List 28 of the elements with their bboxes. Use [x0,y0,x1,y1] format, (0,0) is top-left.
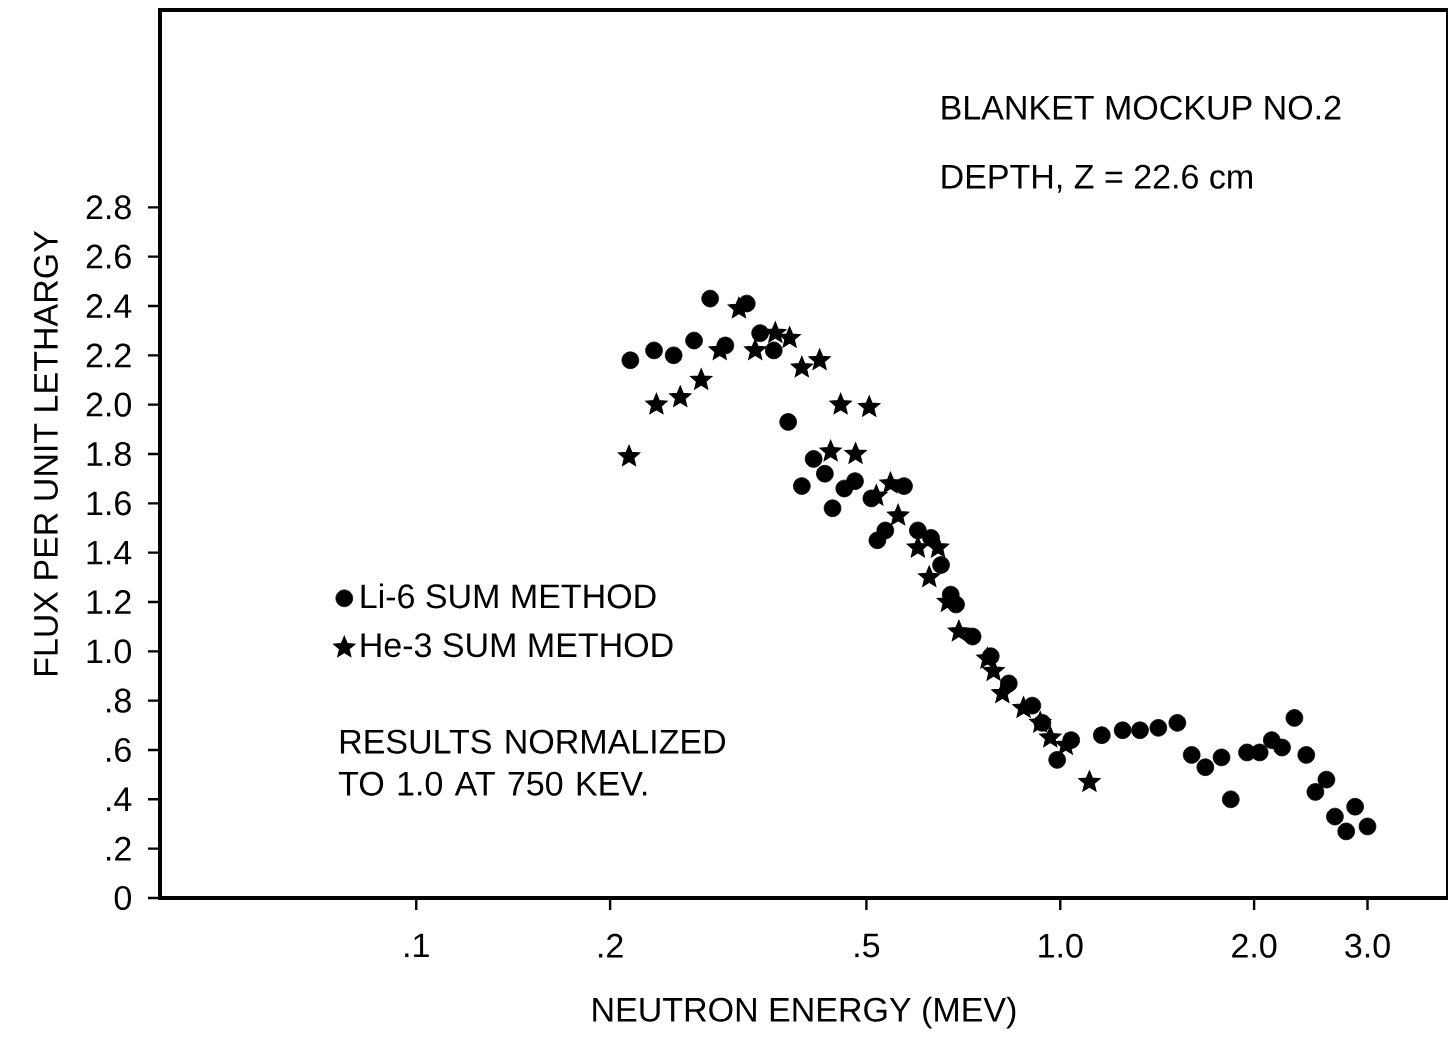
annotation: DEPTH, Z = 22.6 cm [942,164,1252,193]
x-tick-label: 1.0 [1039,933,1083,958]
y-tick-label: 2.0 [86,392,131,417]
x-tick-label: .5 [855,933,880,958]
x-tick-label: .2 [599,933,623,958]
y-tick-label: .4 [107,787,132,812]
y-tick-label: 1.4 [87,540,132,565]
y-tick-label: 1.8 [87,441,131,467]
annotation: RESULTS NORMALIZED TO 1.0 AT 750 KEV. [338,729,726,796]
y-tick-label: 2.2 [86,343,131,368]
x-tick-label: 2.0 [1232,933,1277,958]
y-tick-label: 1.0 [87,639,131,664]
y-tick-label: 1.2 [87,590,131,614]
x-axis-title: NEUTRON ENERGY (MEV) [593,996,1016,1029]
y-tick-label: 2.4 [86,294,132,318]
legend-label: He-3 SUM METHOD [361,633,673,658]
legend-label: Li-6 SUM METHOD [361,583,656,609]
x-tick-label: .1 [405,933,429,958]
y-tick-label: .8 [107,688,131,713]
y-tick-label: 2.8 [86,195,131,220]
y-tick-label: 2.6 [86,244,131,269]
x-tick-label: 3.0 [1345,933,1390,958]
y-axis-title: FLUX PER UNIT LETHARGY [33,230,58,676]
y-tick-label: .2 [107,836,131,861]
y-tick-label: 1.6 [87,491,131,516]
y-tick-label: .6 [107,737,131,763]
y-tick-label: 0 [114,885,131,911]
annotation: BLANKET MOCKUP NO.2 [942,95,1341,120]
